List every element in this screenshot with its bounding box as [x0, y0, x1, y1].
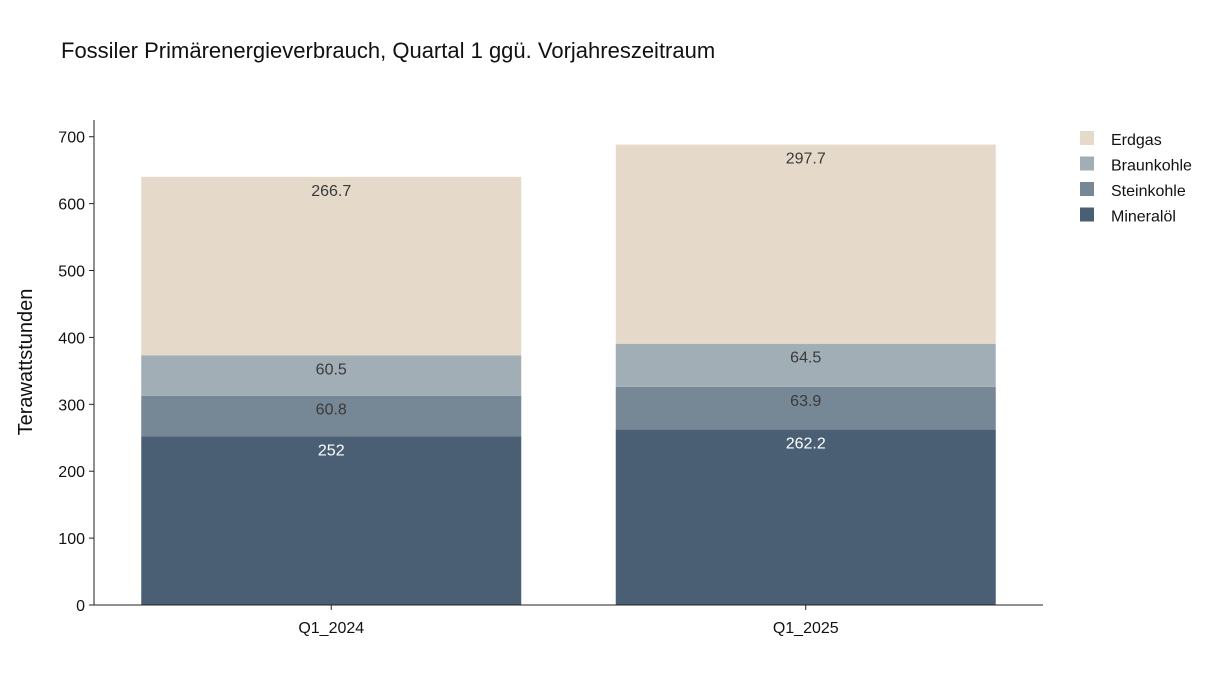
data-label-braunkohle-q1_2024: 60.5: [316, 361, 347, 378]
y-tick-label-700: 700: [58, 130, 85, 147]
data-label-steinkohle-q1_2024: 60.8: [316, 402, 347, 419]
bars-layer: [141, 144, 996, 605]
data-label-steinkohle-q1_2025: 63.9: [790, 393, 821, 410]
legend-label-braunkohle: Braunkohle: [1111, 158, 1192, 175]
legend-label-erdgas: Erdgas: [1111, 132, 1162, 149]
bar-erdgas-q1_2024: [141, 176, 522, 356]
legend-swatch-braunkohle: [1080, 156, 1094, 171]
legend-label-mineralöl: Mineralöl: [1111, 209, 1176, 226]
y-axis-label: Terawattstunden: [15, 289, 37, 436]
legend-swatch-steinkohle: [1080, 182, 1094, 196]
x-tick-label-q1_2025: Q1_2025: [773, 620, 839, 637]
y-tick-label-300: 300: [58, 397, 85, 414]
data-label-braunkohle-q1_2025: 64.5: [790, 350, 821, 367]
axes-layer: 0 100 200 300 400 500 600 700 Q1_2024 Q1_2025: [58, 120, 1043, 637]
bar-mineralöl-q1_2024: [141, 436, 522, 605]
data-label-erdgas-q1_2024: 266.7: [311, 183, 351, 200]
y-tick-label-600: 600: [58, 197, 85, 214]
legend-swatch-erdgas: [1080, 131, 1094, 145]
bar-steinkohle-q1_2025: [615, 386, 996, 430]
legend-label-steinkohle: Steinkohle: [1111, 183, 1186, 200]
legend: Erdgas Braunkohle Steinkohle Mineralöl: [1080, 131, 1192, 226]
bar-steinkohle-q1_2024: [141, 395, 522, 437]
data-label-erdgas-q1_2025: 297.7: [786, 151, 826, 168]
y-tick-label-400: 400: [58, 330, 85, 347]
data-label-mineralöl-q1_2025: 262.2: [786, 436, 826, 453]
y-tick-label-0: 0: [76, 598, 85, 615]
data-label-mineralöl-q1_2024: 252: [318, 442, 345, 459]
bar-braunkohle-q1_2024: [141, 355, 522, 396]
legend-swatch-mineralöl: [1080, 207, 1094, 222]
y-tick-label-200: 200: [58, 464, 85, 481]
bar-mineralöl-q1_2025: [615, 429, 996, 605]
y-tick-label-100: 100: [58, 531, 85, 548]
bar-erdgas-q1_2025: [615, 144, 996, 344]
bar-braunkohle-q1_2025: [615, 343, 996, 387]
y-tick-label-500: 500: [58, 264, 85, 281]
x-tick-label-q1_2024: Q1_2024: [298, 620, 364, 637]
chart-title: Fossiler Primärenergieverbrauch, Quartal…: [61, 38, 716, 63]
data-labels-layer: 252 60.8 60.5 266.7 262.2 63.9 64.5 297.7: [311, 151, 826, 460]
